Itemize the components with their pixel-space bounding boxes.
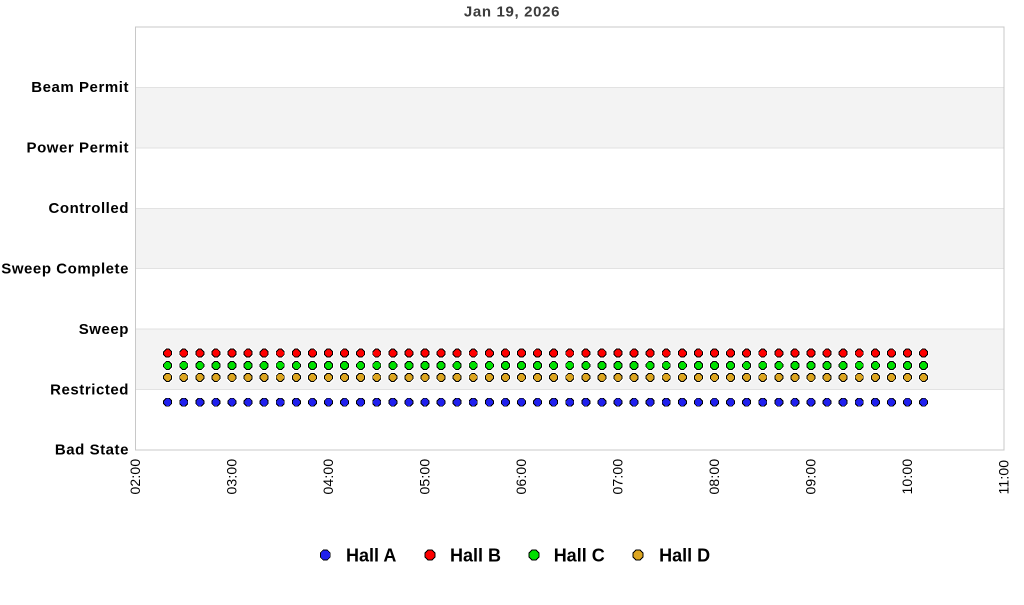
svg-text:Hall A: Hall A [346,545,396,565]
svg-text:09:00: 09:00 [802,459,818,495]
svg-text:02:00: 02:00 [127,459,143,495]
svg-text:Jan 19, 2026: Jan 19, 2026 [464,4,560,21]
svg-text:Hall B: Hall B [450,545,501,565]
svg-text:Restricted: Restricted [50,381,129,398]
svg-text:05:00: 05:00 [416,459,432,495]
svg-text:03:00: 03:00 [223,459,239,495]
svg-text:04:00: 04:00 [320,459,336,495]
svg-text:Sweep Complete: Sweep Complete [1,260,129,277]
svg-text:Beam Permit: Beam Permit [31,79,129,96]
svg-text:08:00: 08:00 [706,459,722,495]
svg-text:Sweep: Sweep [79,321,129,338]
svg-text:11:00: 11:00 [995,460,1011,495]
svg-text:Bad State: Bad State [55,442,129,459]
svg-text:10:00: 10:00 [899,459,915,495]
svg-text:07:00: 07:00 [609,459,625,495]
svg-text:Hall D: Hall D [659,545,710,565]
svg-text:06:00: 06:00 [513,459,529,495]
svg-text:Hall C: Hall C [554,545,605,565]
svg-text:Controlled: Controlled [49,200,130,217]
svg-text:Power Permit: Power Permit [27,140,129,157]
